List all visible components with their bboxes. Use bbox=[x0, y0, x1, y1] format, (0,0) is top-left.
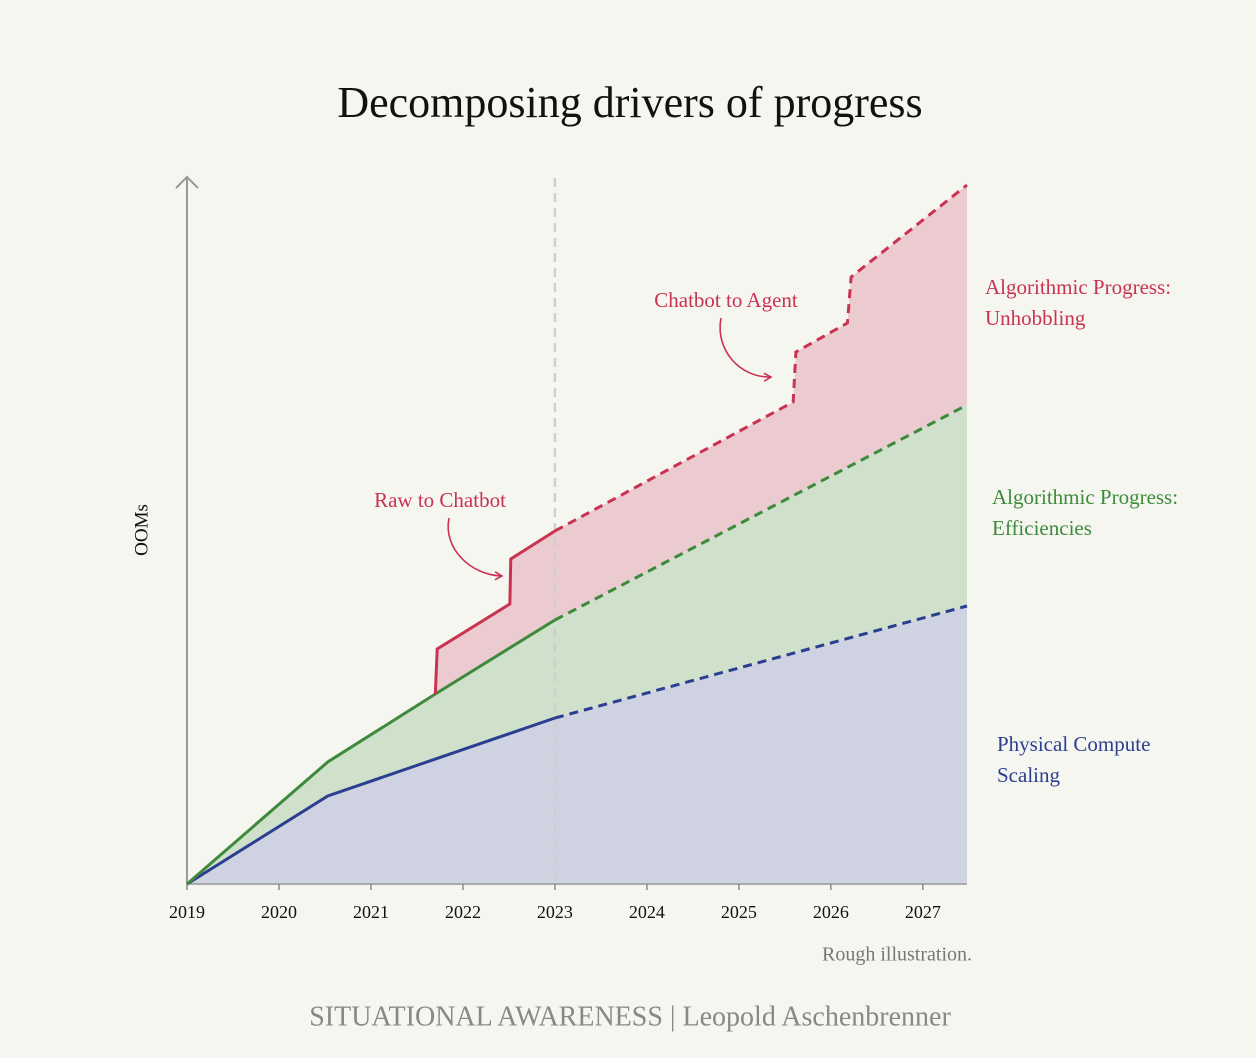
areas bbox=[187, 178, 967, 884]
annotation: Chatbot to Agent bbox=[654, 288, 798, 312]
series-line bbox=[554, 604, 968, 720]
x-tick-label: 2021 bbox=[353, 902, 389, 922]
chart-title: Decomposing drivers of progress bbox=[337, 78, 922, 127]
x-tick-label: 2019 bbox=[169, 902, 205, 922]
x-tick-label: 2026 bbox=[813, 902, 849, 922]
series-line bbox=[554, 183, 968, 533]
x-tick-label: 2023 bbox=[537, 902, 573, 922]
x-tick-label: 2027 bbox=[905, 902, 941, 922]
area bbox=[187, 405, 967, 884]
series-line bbox=[554, 403, 968, 622]
series-line bbox=[433, 529, 556, 695]
annotation: Raw to Chatbot bbox=[374, 488, 506, 512]
area bbox=[435, 185, 967, 694]
y-axis-arrow bbox=[175, 175, 199, 189]
x-tick-label: 2025 bbox=[721, 902, 757, 922]
x-tick-label: 2020 bbox=[261, 902, 297, 922]
legend-entry: Algorithmic Progress: Unhobbling bbox=[985, 275, 1172, 330]
annotation-arrow bbox=[447, 517, 504, 581]
note: Rough illustration. bbox=[822, 944, 972, 966]
x-tick-label: 2022 bbox=[445, 902, 481, 922]
annotation-arrow bbox=[719, 317, 773, 382]
y-axis-label: OOMs bbox=[131, 504, 152, 556]
series-line bbox=[186, 716, 556, 886]
legend-entry: Algorithmic Progress: Efficiencies bbox=[992, 485, 1179, 540]
x-tick-label: 2024 bbox=[629, 902, 665, 922]
legend-entry: Physical Compute Scaling bbox=[997, 732, 1151, 787]
footer: SITUATIONAL AWARENESS | Leopold Aschenbr… bbox=[309, 1001, 951, 1032]
area bbox=[187, 606, 967, 884]
series-line bbox=[186, 618, 556, 886]
